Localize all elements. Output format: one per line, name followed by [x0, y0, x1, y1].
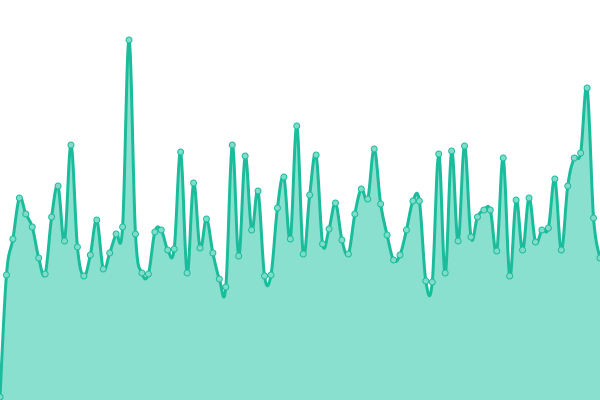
data-point-86 — [551, 175, 559, 183]
data-point-11 — [67, 141, 75, 149]
data-point-38 — [241, 152, 249, 160]
data-point-56 — [357, 185, 365, 193]
data-point-73 — [467, 233, 475, 241]
data-point-51 — [325, 225, 333, 233]
data-point-44 — [280, 173, 288, 181]
data-point-43 — [273, 204, 281, 212]
data-point-0 — [0, 393, 4, 400]
data-point-33 — [209, 249, 217, 257]
data-point-53 — [338, 236, 346, 244]
data-point-52 — [331, 199, 339, 207]
data-point-82 — [525, 194, 533, 202]
data-point-26 — [164, 246, 172, 254]
data-point-13 — [80, 272, 88, 280]
data-point-30 — [190, 179, 198, 187]
data-point-39 — [248, 226, 256, 234]
data-point-93 — [596, 254, 600, 262]
data-point-64 — [409, 197, 417, 205]
data-point-40 — [254, 187, 262, 195]
data-point-74 — [473, 213, 481, 221]
data-markers — [0, 36, 600, 400]
data-point-90 — [577, 149, 585, 157]
data-point-88 — [564, 182, 572, 190]
data-point-20 — [125, 36, 133, 44]
data-point-21 — [131, 230, 139, 238]
data-point-92 — [590, 214, 598, 222]
data-point-85 — [544, 224, 552, 232]
data-point-37 — [235, 252, 243, 260]
data-point-35 — [222, 283, 230, 291]
data-point-89 — [570, 154, 578, 162]
data-point-75 — [480, 206, 488, 214]
data-point-69 — [441, 269, 449, 277]
data-point-34 — [215, 275, 223, 283]
data-point-84 — [538, 226, 546, 234]
data-point-70 — [448, 147, 456, 155]
data-point-63 — [402, 226, 410, 234]
data-point-58 — [370, 145, 378, 153]
data-point-46 — [293, 122, 301, 130]
data-point-5 — [28, 223, 36, 231]
data-point-47 — [299, 250, 307, 258]
data-point-71 — [454, 237, 462, 245]
data-point-28 — [177, 148, 185, 156]
data-point-76 — [486, 206, 494, 214]
data-point-12 — [73, 243, 81, 251]
data-point-18 — [112, 230, 120, 238]
data-point-10 — [61, 237, 69, 245]
data-point-23 — [144, 270, 152, 278]
data-point-65 — [415, 197, 423, 205]
data-point-68 — [435, 150, 443, 158]
data-point-83 — [531, 238, 539, 246]
data-point-91 — [583, 84, 591, 92]
data-point-42 — [267, 271, 275, 279]
data-point-57 — [364, 195, 372, 203]
data-point-61 — [390, 256, 398, 264]
data-point-54 — [344, 250, 352, 258]
data-point-24 — [151, 228, 159, 236]
data-point-25 — [157, 226, 165, 234]
data-point-36 — [228, 141, 236, 149]
data-point-29 — [183, 269, 191, 277]
data-point-49 — [312, 151, 320, 159]
data-point-2 — [9, 235, 17, 243]
data-point-1 — [2, 271, 10, 279]
data-point-15 — [93, 216, 101, 224]
data-point-55 — [351, 210, 359, 218]
data-point-7 — [41, 270, 49, 278]
data-point-8 — [48, 213, 56, 221]
data-point-19 — [119, 223, 127, 231]
data-point-45 — [286, 235, 294, 243]
data-point-50 — [319, 240, 327, 248]
data-point-22 — [138, 269, 146, 277]
data-point-67 — [428, 278, 436, 286]
data-point-9 — [54, 182, 62, 190]
data-point-14 — [86, 251, 94, 259]
data-point-17 — [106, 249, 114, 257]
data-point-4 — [22, 210, 30, 218]
data-point-16 — [99, 265, 107, 273]
data-point-79 — [506, 272, 514, 280]
data-point-62 — [396, 251, 404, 259]
data-point-31 — [196, 244, 204, 252]
data-point-3 — [15, 194, 23, 202]
data-point-87 — [557, 246, 565, 254]
data-point-41 — [261, 272, 269, 280]
data-point-80 — [512, 196, 520, 204]
data-point-66 — [422, 277, 430, 285]
data-point-77 — [493, 247, 501, 255]
data-point-60 — [383, 231, 391, 239]
data-point-27 — [170, 245, 178, 253]
data-point-78 — [499, 154, 507, 162]
data-point-81 — [519, 246, 527, 254]
data-point-48 — [306, 191, 314, 199]
data-point-6 — [35, 254, 43, 262]
data-point-72 — [461, 142, 469, 150]
data-point-59 — [377, 200, 385, 208]
data-point-32 — [202, 215, 210, 223]
